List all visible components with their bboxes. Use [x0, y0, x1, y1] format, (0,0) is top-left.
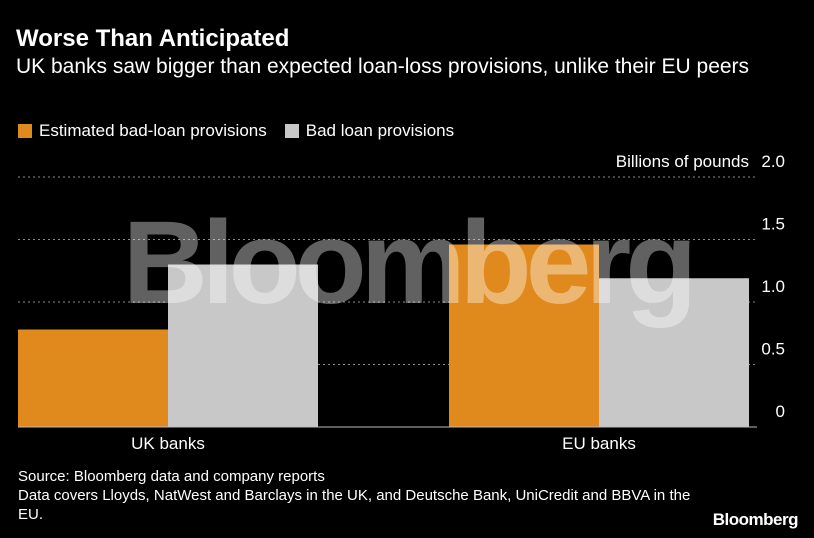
source-note: Source: Bloomberg data and company repor…: [18, 467, 718, 524]
bar: [18, 329, 168, 427]
y-tick-label: 1.0: [761, 277, 785, 296]
x-tick-label: UK banks: [131, 434, 205, 453]
y-tick-label: 2.0: [761, 152, 785, 171]
chart-subtitle: UK banks saw bigger than expected loan-l…: [16, 55, 750, 78]
legend-label-estimated: Estimated bad-loan provisions: [39, 121, 267, 140]
y-tick-label: 1.5: [761, 215, 785, 234]
bar: [449, 244, 599, 427]
legend-item-actual: Bad loan provisions: [284, 121, 455, 141]
legend-label-actual: Bad loan provisions: [305, 121, 455, 140]
x-tick-label: EU banks: [562, 434, 636, 453]
bloomberg-logo: Bloomberg: [712, 510, 799, 529]
watermark: Bloomberg: [123, 197, 692, 329]
y-tick-label: 0: [776, 402, 785, 421]
legend-item-estimated: Estimated bad-loan provisions: [18, 121, 267, 141]
legend-swatch-estimated: [18, 124, 32, 138]
bar: [599, 278, 749, 427]
bar: [168, 264, 318, 427]
y-tick-label: 0.5: [761, 340, 785, 359]
coverage-note: Data covers Lloyds, NatWest and Barclays…: [18, 487, 691, 523]
legend: Estimated bad-loan provisions Bad loan p…: [18, 121, 472, 141]
y-axis-label: Billions of pounds: [616, 152, 749, 171]
chart-title: Worse Than Anticipated: [16, 25, 290, 52]
legend-swatch-actual: [284, 124, 299, 138]
source-line: Source: Bloomberg data and company repor…: [18, 468, 325, 485]
